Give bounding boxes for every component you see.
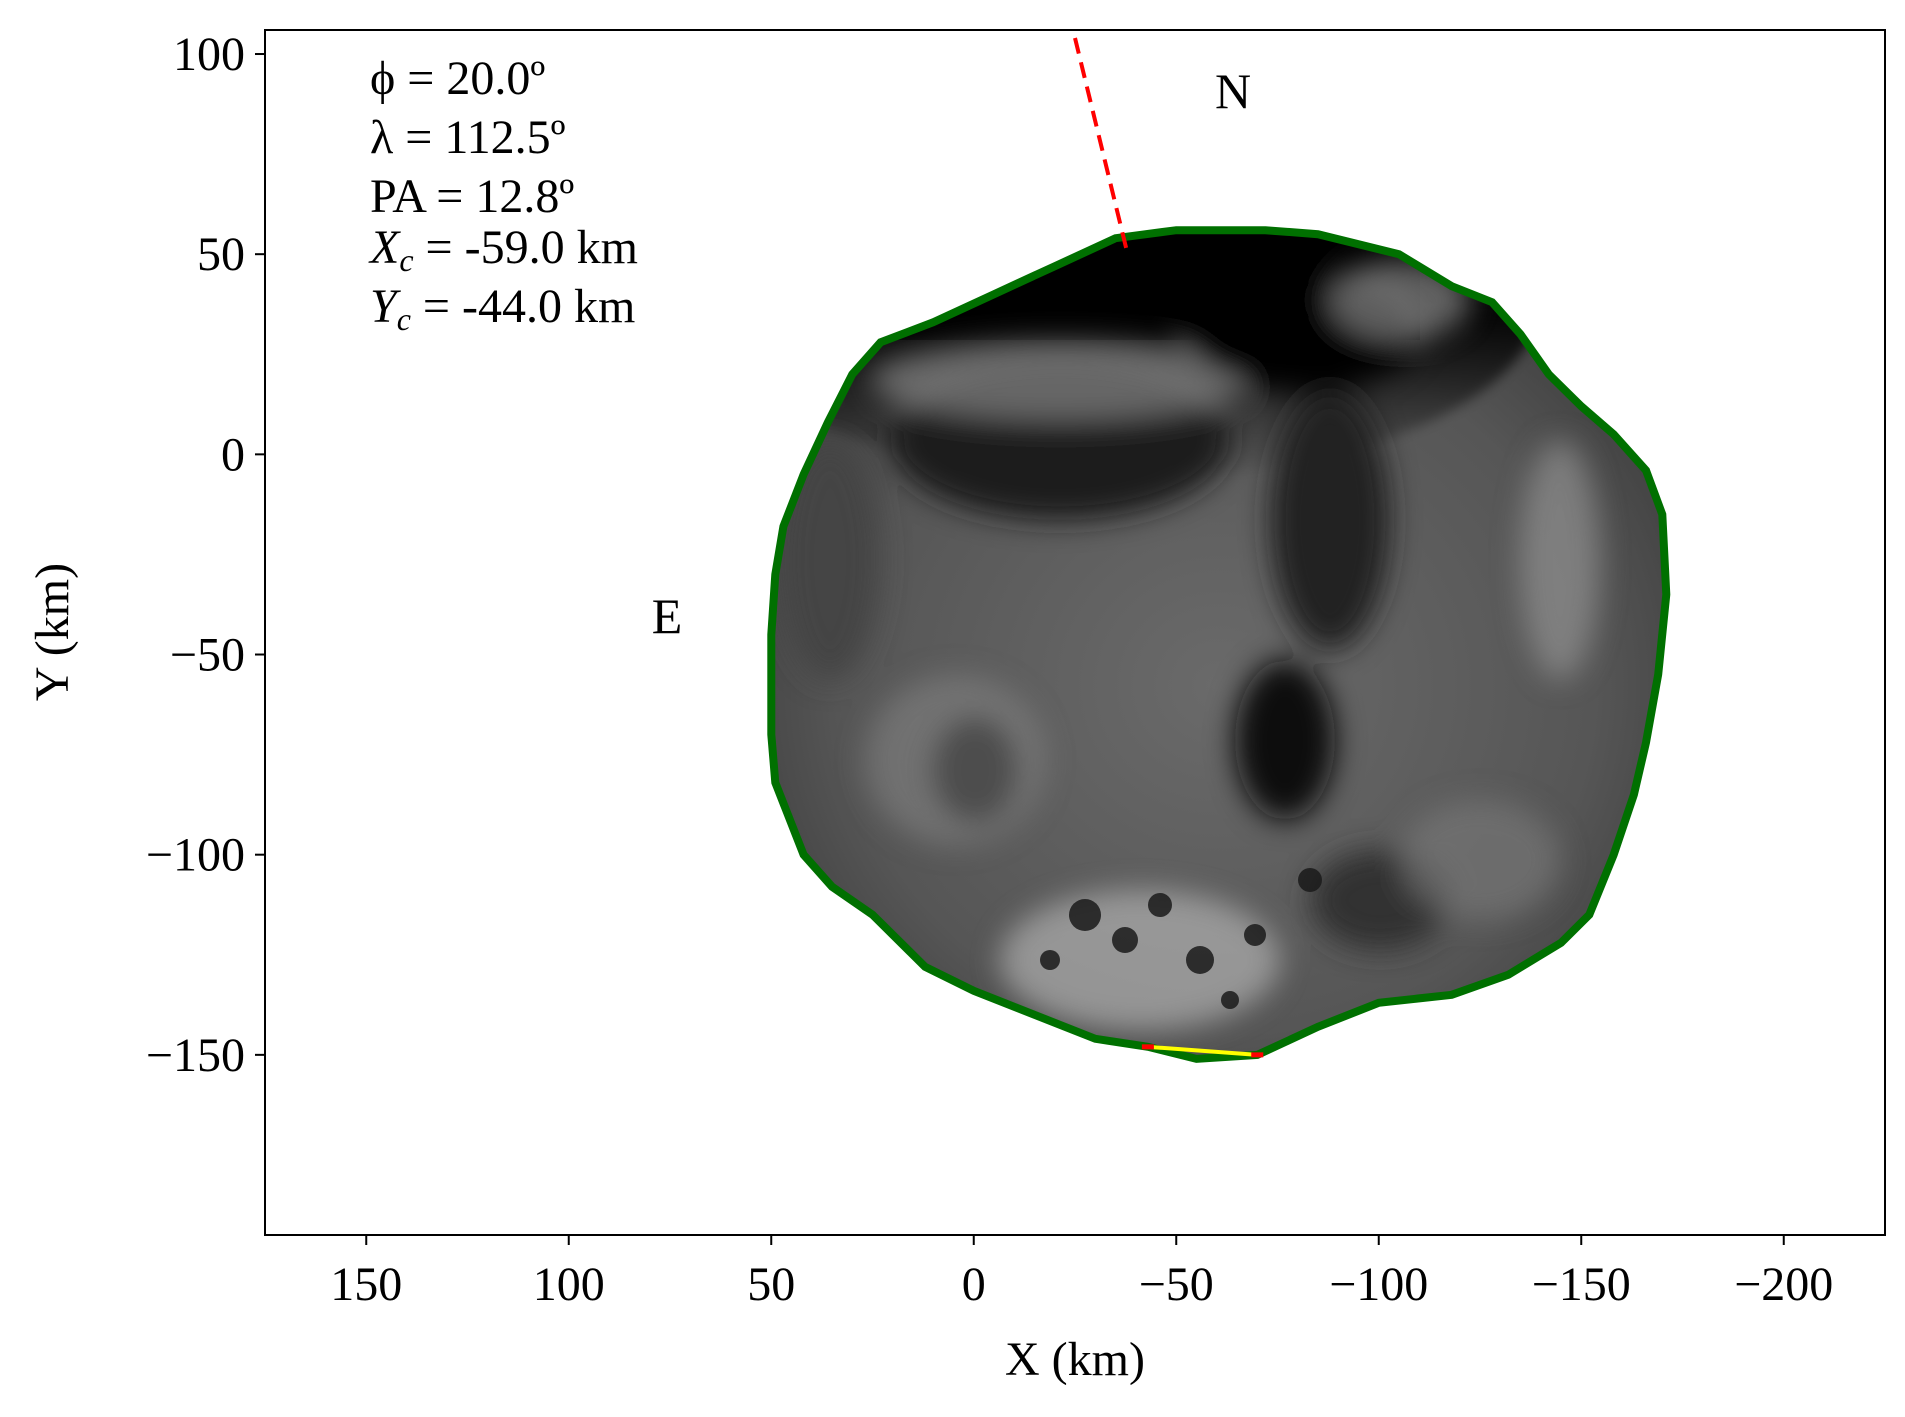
x-tick-label: 100 [533,1258,605,1311]
x-axis-ticks: 150 100 50 0 −50 −100 −150 −200 [330,1235,1833,1311]
annotation-phi: ϕ = 20.0º [370,52,545,105]
x-tick-label: 0 [962,1258,986,1311]
y-tick-label: 100 [173,28,245,81]
y-tick-label: −50 [170,629,245,682]
compass-east-label: E [652,588,683,644]
x-tick-label: 50 [747,1258,795,1311]
y-tick-label: −100 [146,829,245,882]
compass-north-label: N [1215,63,1251,119]
x-tick-label: −50 [1139,1258,1214,1311]
x-axis-label: X (km) [1005,1333,1145,1386]
annotation-position-angle: PA = 12.8º [370,170,574,223]
annotation-yc: Yc = -44.0 km [370,280,635,337]
x-tick-label: −150 [1532,1258,1631,1311]
y-axis-ticks: 100 50 0 −50 −100 −150 [146,28,265,1082]
x-tick-label: 150 [330,1258,402,1311]
y-tick-label: −150 [146,1029,245,1082]
asteroid-shape-model [700,120,1666,1059]
annotation-xc: Xc = -59.0 km [368,221,638,278]
y-axis-label: Y (km) [26,563,79,701]
annotation-lambda: λ = 112.5º [370,111,566,164]
y-tick-label: 50 [197,228,245,281]
north-direction-line [1075,38,1128,254]
x-tick-label: −200 [1734,1258,1833,1311]
x-tick-label: −100 [1329,1258,1428,1311]
y-tick-label: 0 [221,428,245,481]
parameter-annotations: ϕ = 20.0º λ = 112.5º PA = 12.8º Xc = -59… [368,52,638,337]
